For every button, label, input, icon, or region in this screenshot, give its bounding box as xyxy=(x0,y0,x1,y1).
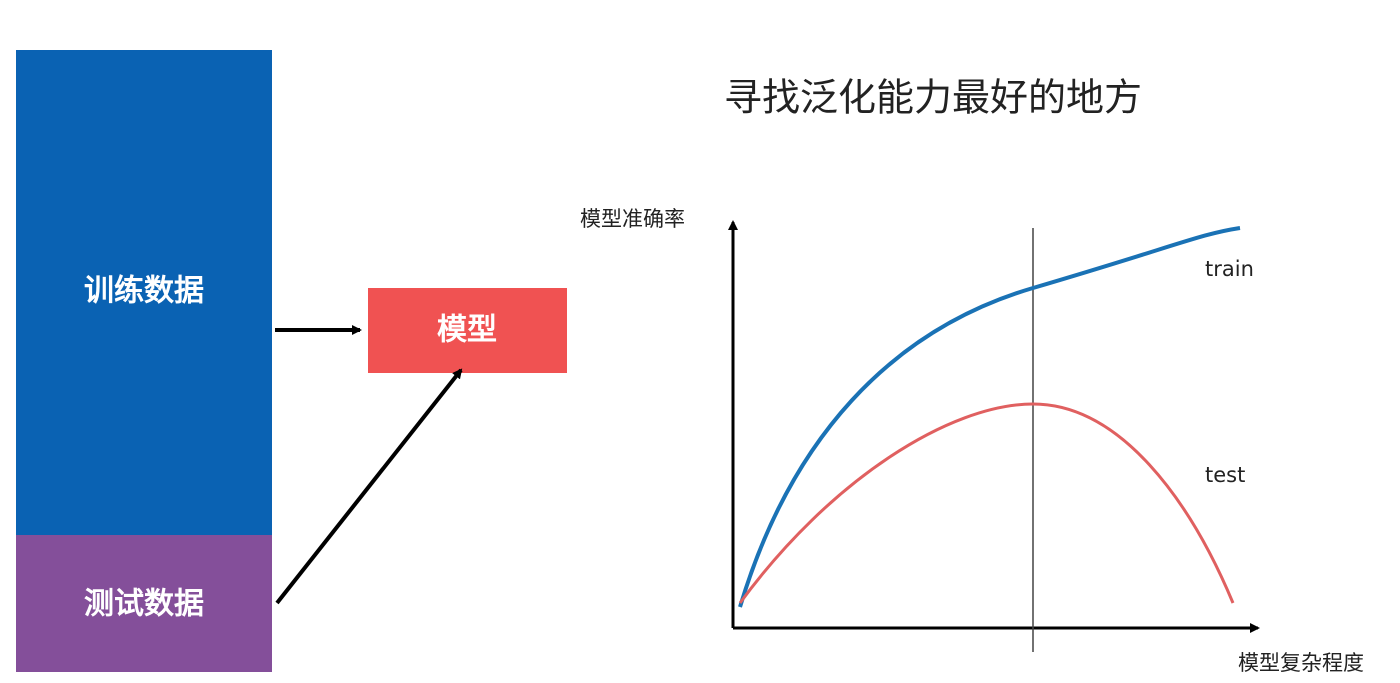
train-curve-label: train xyxy=(1205,257,1254,281)
train-curve xyxy=(738,226,1241,608)
test-curve-label: test xyxy=(1205,463,1245,487)
test-block xyxy=(16,535,272,672)
train-label: 训练数据 xyxy=(84,274,204,309)
graph-title: 寻找泛化能力最好的地方 xyxy=(724,76,1142,120)
y-axis-label: 模型准确率 xyxy=(580,207,685,231)
arrow xyxy=(275,368,463,605)
model-label: 模型 xyxy=(437,313,497,348)
test-curve xyxy=(738,402,1235,604)
train-block xyxy=(16,50,272,535)
x-axis-label: 模型复杂程度 xyxy=(1238,651,1364,675)
test-label: 测试数据 xyxy=(84,587,204,622)
model-block xyxy=(368,288,567,373)
